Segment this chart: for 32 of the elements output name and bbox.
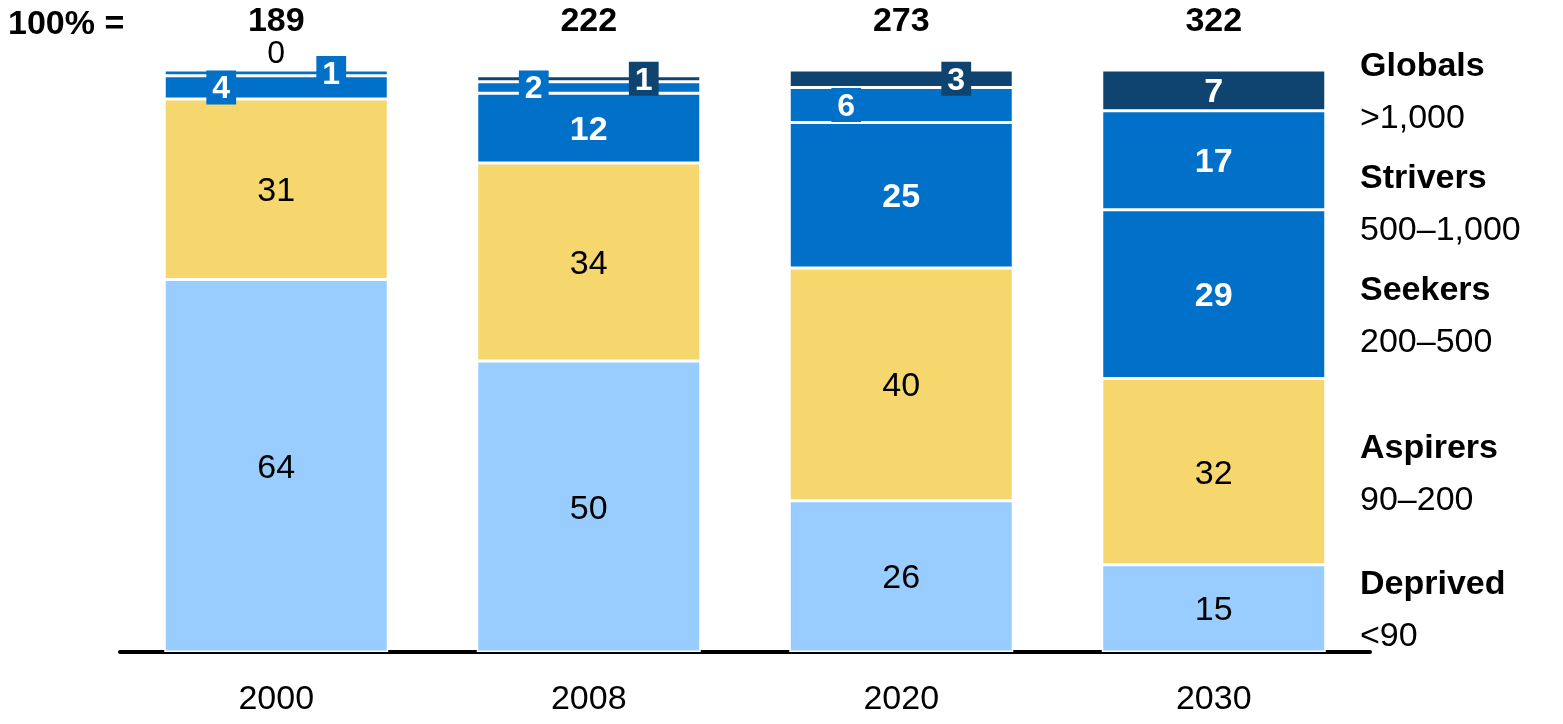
data-label: 12 <box>569 109 608 148</box>
data-label: 32 <box>1194 452 1233 491</box>
x-tick-label: 2020 <box>863 678 940 716</box>
data-label: 2 <box>524 69 543 106</box>
data-label: 1 <box>322 54 341 91</box>
data-label: 40 <box>882 365 921 404</box>
data-label: 1 <box>634 60 653 97</box>
data-label: 26 <box>882 557 921 596</box>
series-label: Globals >1,000 <box>1360 45 1485 136</box>
data-label: 17 <box>1194 141 1233 180</box>
data-label: 64 <box>257 446 296 485</box>
data-label: 29 <box>1194 275 1233 314</box>
series-label: Seekers 200–500 <box>1360 269 1493 360</box>
data-label: 6 <box>837 86 856 123</box>
x-tick-label: 2030 <box>1175 678 1252 716</box>
data-label: 4 <box>212 69 231 106</box>
text: 273 <box>872 0 930 38</box>
data-label: 34 <box>569 243 608 282</box>
data-label: 15 <box>1194 589 1233 628</box>
x-tick-label: 2008 <box>550 678 627 716</box>
series-label: Strivers 500–1,000 <box>1360 157 1521 248</box>
x-tick-label: 2000 <box>238 678 315 716</box>
data-label: 7 <box>1204 71 1224 110</box>
data-label: 3 <box>947 60 966 97</box>
text: 100% = <box>8 3 125 41</box>
text: 322 <box>1185 0 1243 38</box>
text: 222 <box>560 0 618 38</box>
series-label: Aspirers 90–200 <box>1360 426 1498 517</box>
data-label: 50 <box>569 487 608 526</box>
series-label: Deprived <90 <box>1360 563 1506 654</box>
data-label: 25 <box>882 176 921 215</box>
data-label: 31 <box>257 170 296 209</box>
